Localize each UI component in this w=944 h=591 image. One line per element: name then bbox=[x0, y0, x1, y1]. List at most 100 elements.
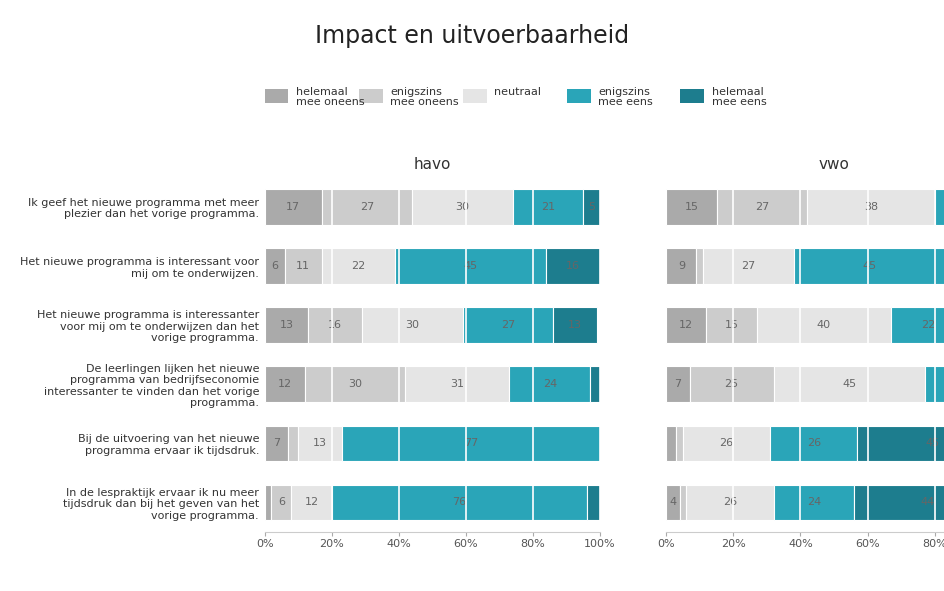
Text: 27: 27 bbox=[740, 261, 755, 271]
Text: 9: 9 bbox=[677, 261, 684, 271]
Bar bbox=[706, 307, 756, 343]
Title: vwo: vwo bbox=[818, 157, 849, 172]
Text: 5: 5 bbox=[587, 202, 595, 212]
Bar bbox=[666, 307, 706, 343]
Bar bbox=[509, 366, 589, 402]
Text: 45: 45 bbox=[861, 261, 875, 271]
Bar bbox=[271, 485, 291, 520]
Bar bbox=[288, 426, 298, 461]
Text: 6: 6 bbox=[278, 498, 284, 507]
Text: 16: 16 bbox=[328, 320, 342, 330]
Bar bbox=[342, 426, 599, 461]
Text: 7: 7 bbox=[674, 379, 681, 389]
Bar bbox=[321, 189, 412, 225]
Text: 27: 27 bbox=[754, 202, 768, 212]
Text: 26: 26 bbox=[722, 498, 736, 507]
Bar bbox=[666, 248, 696, 284]
Text: 27: 27 bbox=[360, 202, 374, 212]
Text: 12: 12 bbox=[304, 498, 318, 507]
Bar bbox=[685, 485, 773, 520]
Text: 24: 24 bbox=[542, 379, 556, 389]
Text: 13: 13 bbox=[279, 320, 293, 330]
Bar bbox=[716, 189, 806, 225]
Text: 6: 6 bbox=[271, 261, 278, 271]
Bar bbox=[284, 248, 321, 284]
Bar bbox=[676, 426, 683, 461]
Bar bbox=[679, 485, 685, 520]
Text: 76: 76 bbox=[451, 498, 465, 507]
Text: helemaal: helemaal bbox=[711, 87, 763, 96]
Bar bbox=[546, 248, 599, 284]
Text: 15: 15 bbox=[724, 320, 738, 330]
Text: 16: 16 bbox=[565, 261, 580, 271]
Bar bbox=[582, 189, 599, 225]
Text: mee eens: mee eens bbox=[598, 98, 652, 107]
Bar bbox=[321, 248, 395, 284]
Bar bbox=[462, 307, 552, 343]
Bar bbox=[666, 366, 689, 402]
Text: 22: 22 bbox=[919, 320, 934, 330]
Text: 21: 21 bbox=[541, 202, 554, 212]
Text: enigszins: enigszins bbox=[598, 87, 649, 96]
Text: 17: 17 bbox=[286, 202, 300, 212]
Bar bbox=[264, 307, 308, 343]
Bar bbox=[769, 426, 856, 461]
Bar bbox=[890, 307, 944, 343]
Text: 24: 24 bbox=[806, 498, 820, 507]
Bar bbox=[405, 366, 509, 402]
Bar bbox=[934, 189, 944, 225]
Text: 15: 15 bbox=[683, 202, 698, 212]
Bar bbox=[806, 189, 934, 225]
Bar bbox=[856, 426, 944, 461]
Bar bbox=[689, 366, 773, 402]
Bar bbox=[666, 485, 679, 520]
Text: 45: 45 bbox=[925, 439, 939, 448]
Bar bbox=[412, 189, 513, 225]
Bar bbox=[696, 248, 702, 284]
Text: 13: 13 bbox=[312, 439, 327, 448]
Text: 77: 77 bbox=[464, 439, 478, 448]
Text: 25: 25 bbox=[724, 379, 738, 389]
Text: 12: 12 bbox=[278, 379, 292, 389]
Text: 26: 26 bbox=[806, 439, 820, 448]
Text: enigszins: enigszins bbox=[390, 87, 442, 96]
Text: 40: 40 bbox=[816, 320, 830, 330]
Bar bbox=[264, 485, 271, 520]
Text: 30: 30 bbox=[405, 320, 419, 330]
Bar bbox=[264, 426, 288, 461]
Text: 4: 4 bbox=[668, 498, 676, 507]
Bar bbox=[773, 366, 923, 402]
Text: 30: 30 bbox=[347, 379, 362, 389]
Text: Impact en uitvoerbaarheid: Impact en uitvoerbaarheid bbox=[315, 24, 629, 48]
Bar bbox=[305, 366, 405, 402]
Text: 38: 38 bbox=[863, 202, 877, 212]
Text: 27: 27 bbox=[500, 320, 514, 330]
Bar bbox=[308, 307, 362, 343]
Text: mee eens: mee eens bbox=[711, 98, 766, 107]
Text: 31: 31 bbox=[450, 379, 464, 389]
Text: 45: 45 bbox=[464, 261, 478, 271]
Text: neutraal: neutraal bbox=[494, 87, 541, 96]
Bar bbox=[773, 485, 853, 520]
Text: 11: 11 bbox=[295, 261, 310, 271]
Text: 7: 7 bbox=[273, 439, 279, 448]
Title: havo: havo bbox=[413, 157, 450, 172]
Bar bbox=[853, 485, 944, 520]
Text: 44: 44 bbox=[919, 498, 934, 507]
Bar bbox=[666, 189, 716, 225]
Bar bbox=[331, 485, 586, 520]
Bar bbox=[552, 307, 596, 343]
Text: mee oneens: mee oneens bbox=[390, 98, 459, 107]
Text: 22: 22 bbox=[351, 261, 365, 271]
Bar bbox=[586, 485, 599, 520]
Bar bbox=[395, 248, 546, 284]
Bar bbox=[702, 248, 793, 284]
Bar bbox=[264, 366, 305, 402]
Bar bbox=[291, 485, 331, 520]
Text: 12: 12 bbox=[679, 320, 693, 330]
Bar bbox=[683, 426, 769, 461]
Bar bbox=[923, 366, 944, 402]
Bar bbox=[589, 366, 599, 402]
Text: 30: 30 bbox=[455, 202, 469, 212]
Text: 26: 26 bbox=[718, 439, 733, 448]
